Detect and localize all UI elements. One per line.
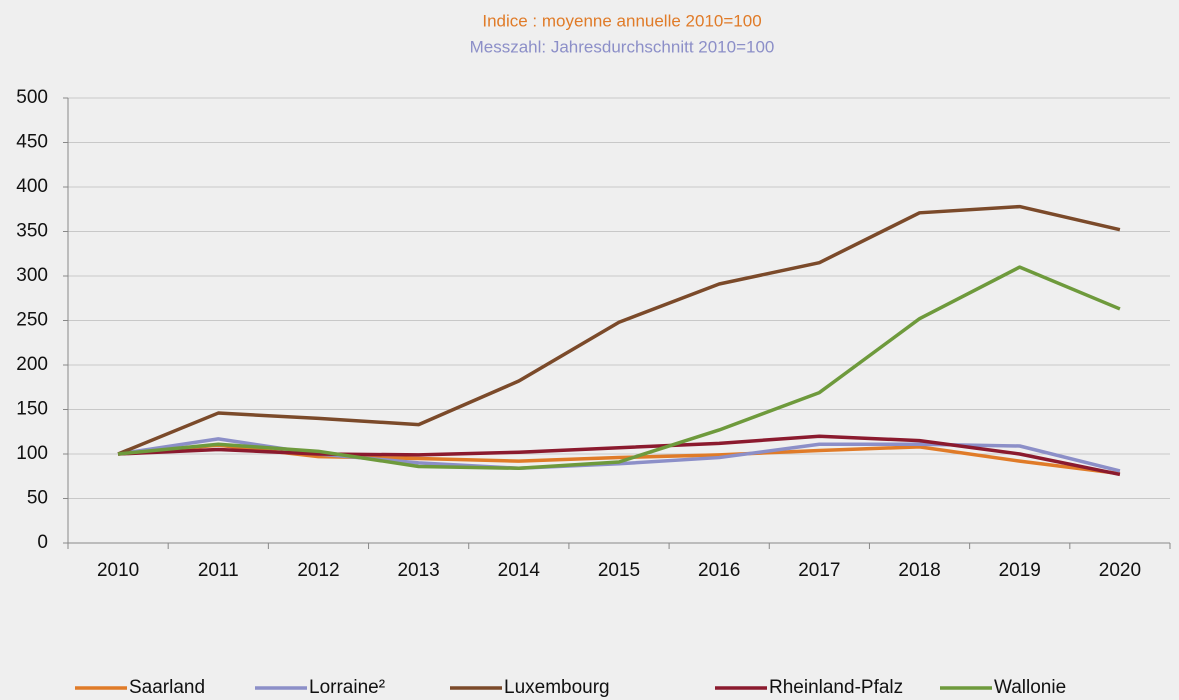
y-tick-label: 350 <box>16 221 48 242</box>
x-tick-label: 2015 <box>598 560 640 581</box>
x-tick-label: 2010 <box>97 560 139 581</box>
x-tick-label: 2017 <box>798 560 840 581</box>
y-tick-label: 0 <box>37 532 48 553</box>
series-line <box>117 265 1121 470</box>
y-tick-label: 300 <box>16 265 48 286</box>
chart-title: Indice : moyenne annuelle 2010=100 <box>482 11 761 30</box>
series-line <box>118 434 1121 477</box>
x-tick-label: 2014 <box>498 560 541 581</box>
y-tick-label: 100 <box>16 443 48 464</box>
chart-subtitle: Messzahl: Jahresdurchschnitt 2010=100 <box>470 37 775 56</box>
legend-label: Wallonie <box>994 677 1066 698</box>
y-tick-label: 450 <box>16 132 48 153</box>
x-tick-label: 2011 <box>198 560 239 581</box>
y-tick-label: 250 <box>16 310 48 331</box>
x-tick-label: 2013 <box>397 560 439 581</box>
legend-label: Luxembourg <box>504 677 610 698</box>
y-tick-label: 500 <box>16 87 48 108</box>
x-tick-label: 2012 <box>297 560 339 581</box>
legend-label: Saarland <box>129 677 205 698</box>
y-tick-label: 400 <box>16 176 48 197</box>
series-line <box>117 204 1121 456</box>
legend-label: Rheinland-Pfalz <box>769 677 903 698</box>
x-tick-label: 2020 <box>1099 560 1141 581</box>
x-tick-label: 2018 <box>898 560 940 581</box>
legend-label: Lorraine² <box>309 677 385 698</box>
y-tick-label: 150 <box>16 399 48 420</box>
x-tick-label: 2019 <box>999 560 1041 581</box>
y-tick-label: 50 <box>27 488 48 509</box>
y-tick-label: 200 <box>16 354 48 375</box>
x-tick-label: 2016 <box>698 560 740 581</box>
